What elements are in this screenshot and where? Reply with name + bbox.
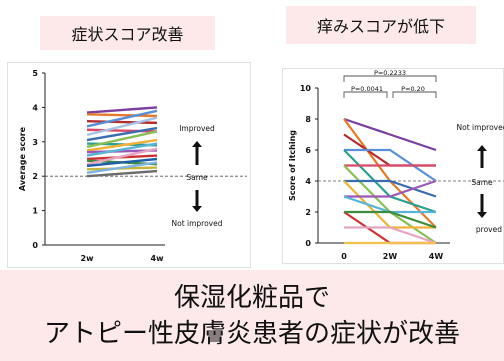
banner-line-2: アトピー性皮膚炎患者の症状が改善 <box>43 318 460 349</box>
not-improved-label: Not improved <box>172 219 223 228</box>
y-tick-label: 1 <box>32 207 38 216</box>
average-score-chart: 0 1 2 3 4 5 2w 4w Average score Improved Same Not i… <box>7 62 251 268</box>
series-line <box>86 119 158 125</box>
bracket-top <box>343 75 437 82</box>
pvalue-top: P=0.2233 <box>374 69 406 77</box>
pvalue-left: P=0.0041 <box>351 85 383 93</box>
improved-label: Improved <box>179 124 215 133</box>
series-line <box>344 179 437 198</box>
chart-frame <box>7 62 251 268</box>
bracket-right <box>392 91 437 98</box>
y-tick-label: 5 <box>32 69 38 78</box>
x-tick-label: 4w <box>151 254 165 263</box>
y-axis-label: Average score <box>18 126 27 191</box>
x-tick-label: 0 <box>341 252 347 261</box>
series-line <box>344 226 437 245</box>
not-improved-label: Not improved <box>457 123 504 132</box>
series-line <box>343 117 437 152</box>
left-chart-title: 症状スコア改善 <box>40 16 215 50</box>
y-tick-label: 10 <box>300 84 312 93</box>
series-line <box>344 210 437 229</box>
pvalue-right: P=0.20 <box>401 85 425 93</box>
series-line <box>86 138 158 152</box>
series-line <box>86 116 158 137</box>
y-tick-label: 2 <box>305 208 311 217</box>
bracket-left <box>343 91 388 98</box>
right-chart-title: 痒みスコアが低下 <box>286 6 476 44</box>
y-tick-label: 8 <box>305 115 311 124</box>
series-line <box>344 148 437 182</box>
itching-score-chart: 0 2 4 6 8 10 0 2W 4W Score of itching P=0.2233 P=0.… <box>282 68 504 264</box>
y-tick-label: 6 <box>305 146 311 155</box>
series-line <box>86 147 158 166</box>
banner-line-1: 保湿化粧品で <box>173 282 330 313</box>
improved-label: proved <box>476 225 502 234</box>
up-arrow-icon <box>192 141 202 165</box>
series-line <box>86 109 158 128</box>
series-line <box>86 157 158 168</box>
series-line <box>86 106 158 114</box>
y-tick-label: 2 <box>32 172 38 181</box>
series-line <box>86 113 158 118</box>
x-tick-label: 2w <box>81 254 95 263</box>
series-line <box>86 126 158 142</box>
x-tick-label: 2W <box>383 252 398 261</box>
series-line <box>86 169 158 178</box>
y-tick-label: 0 <box>305 239 311 248</box>
y-tick-label: 3 <box>32 138 38 147</box>
y-tick-label: 0 <box>32 241 38 250</box>
y-tick-label: 4 <box>305 177 311 186</box>
series-line <box>344 179 437 198</box>
y-axis-label: Score of itching <box>288 130 297 201</box>
y-tick-label: 4 <box>32 103 38 112</box>
down-arrow-icon <box>477 194 487 218</box>
down-arrow-icon <box>192 190 202 212</box>
series-line <box>86 161 158 174</box>
conclusion-banner: 保湿化粧品で アトピー性皮膚炎患者の症状が改善 <box>0 270 504 361</box>
series-line <box>86 130 158 149</box>
same-label: Same <box>186 173 208 182</box>
x-tick-label: 4W <box>429 252 444 261</box>
series-line <box>86 142 158 157</box>
same-label: Same <box>471 178 493 187</box>
up-arrow-icon <box>477 145 487 168</box>
